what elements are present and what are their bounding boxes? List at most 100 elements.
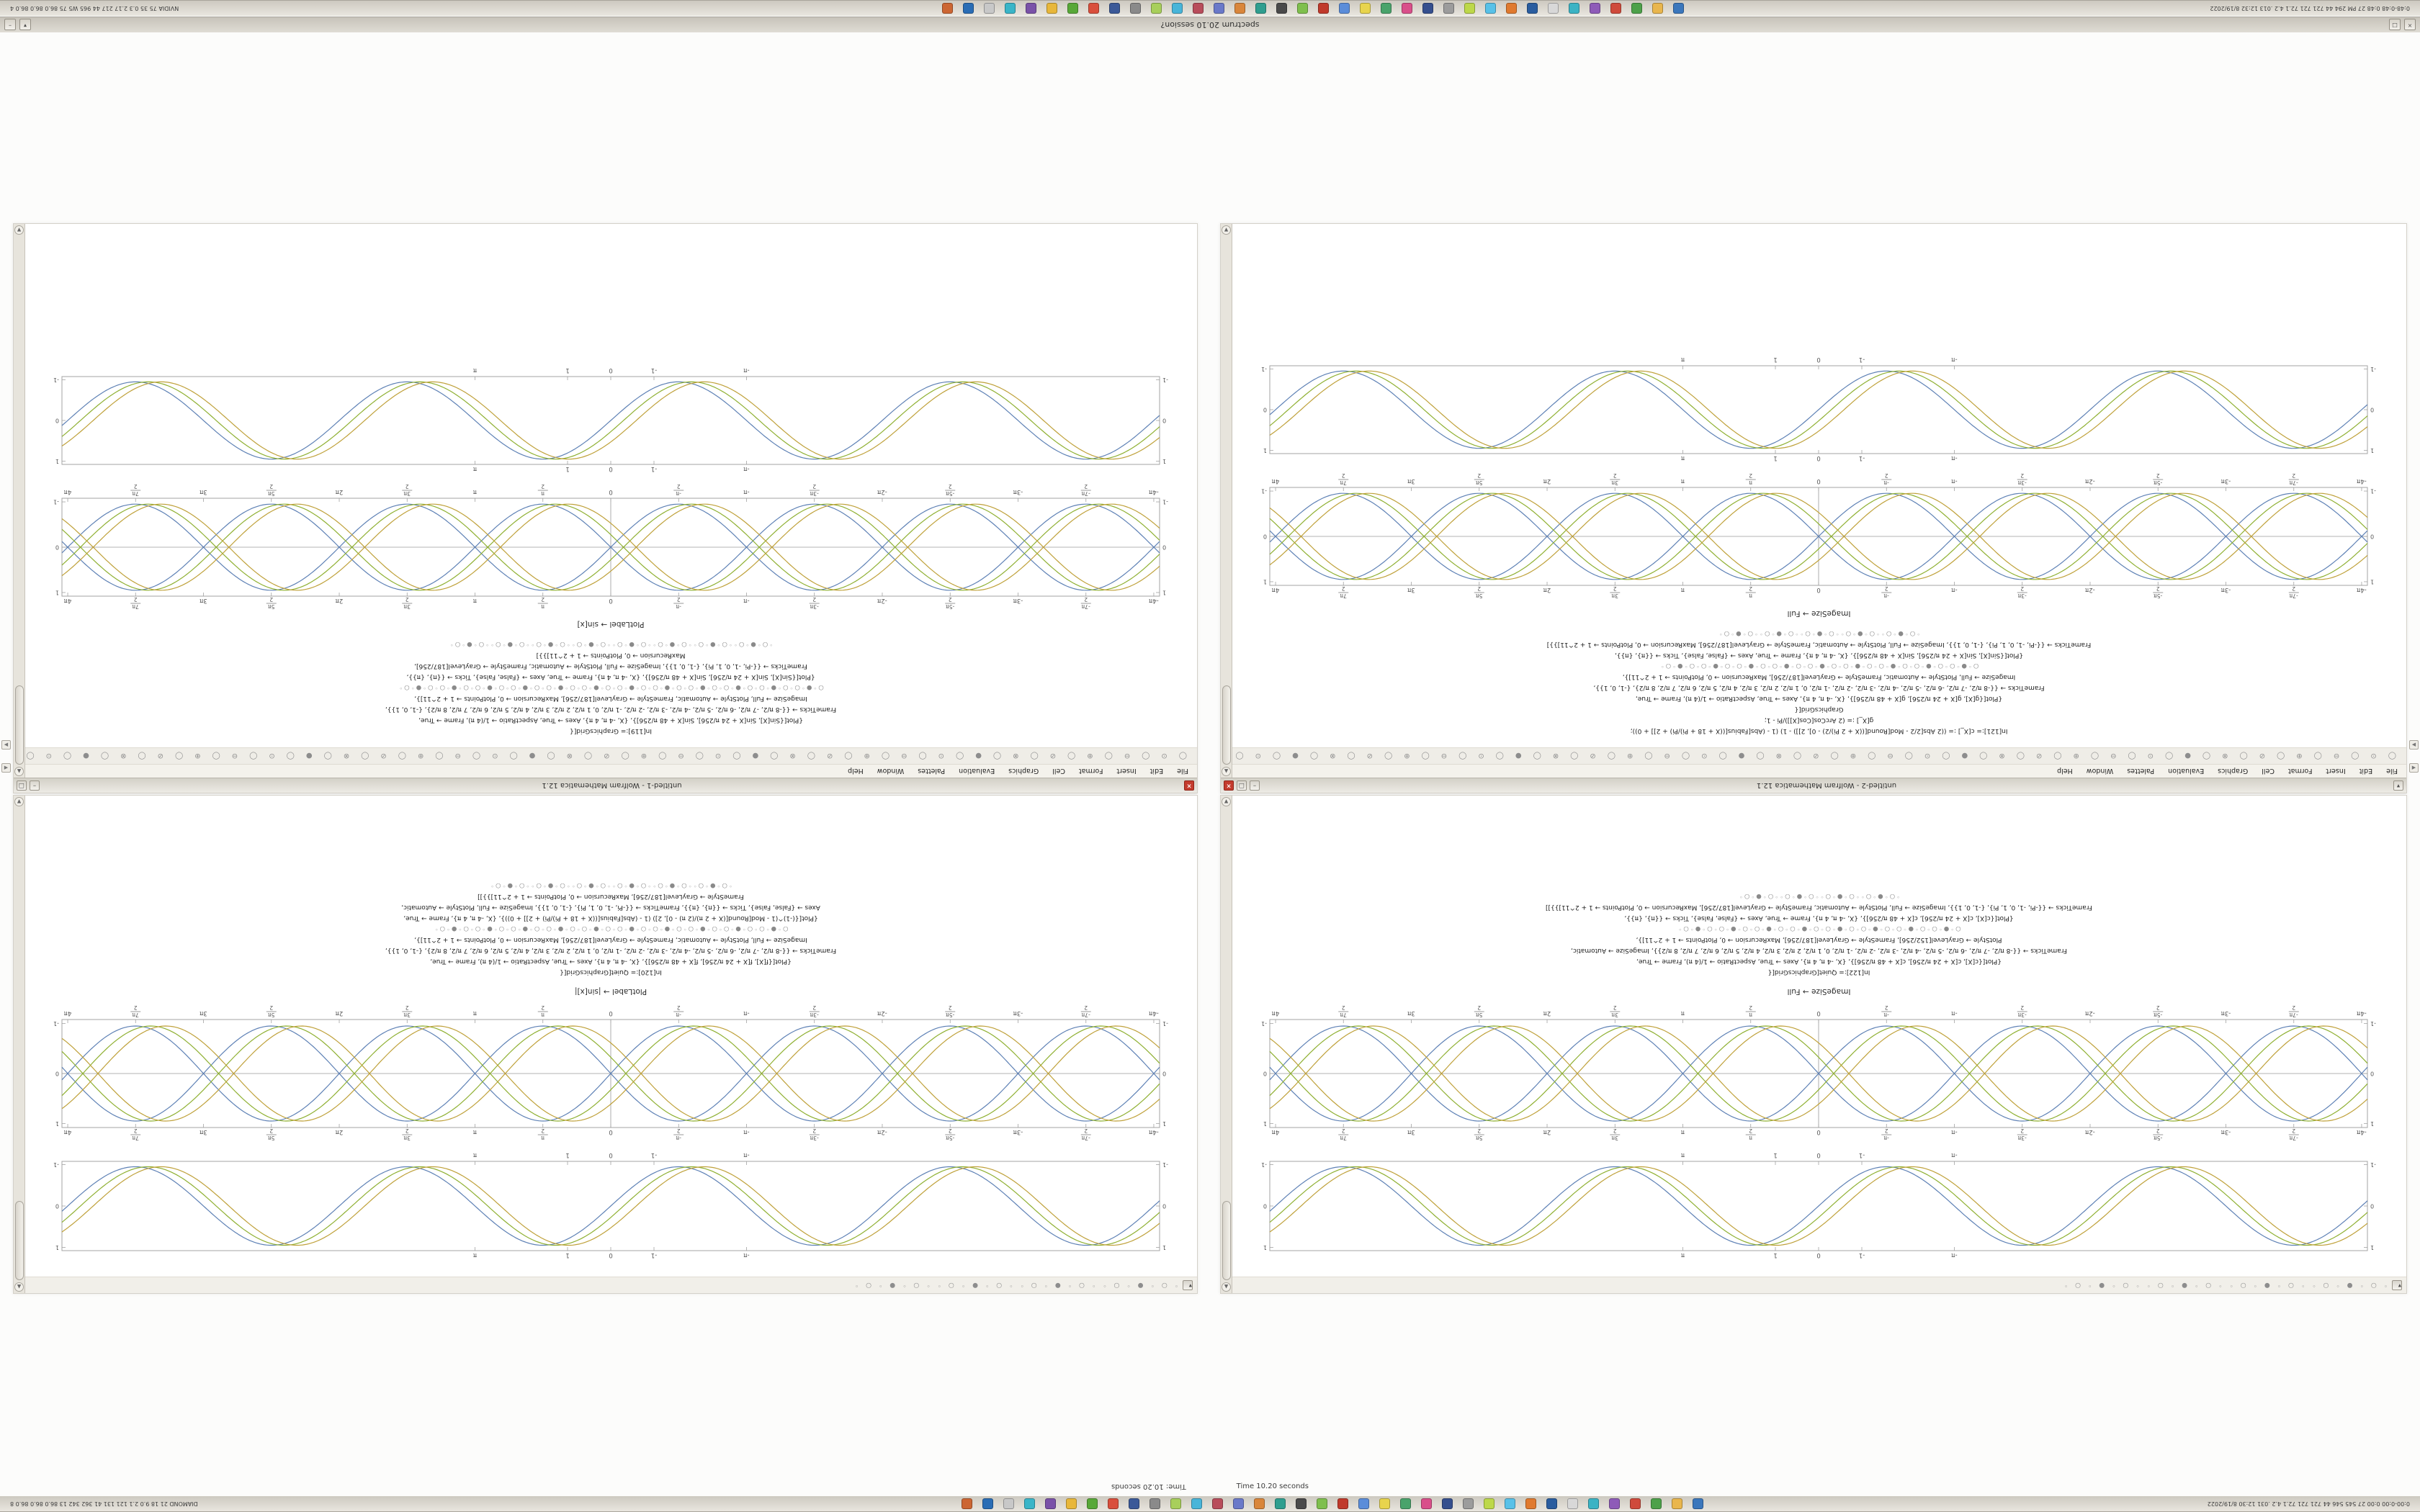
tray-icon[interactable] bbox=[1546, 1498, 1557, 1509]
tray-icon[interactable] bbox=[1107, 1498, 1119, 1509]
tray-icon[interactable] bbox=[1151, 3, 1162, 14]
tray-icon[interactable] bbox=[1422, 3, 1434, 14]
tray-icon[interactable] bbox=[942, 3, 954, 14]
close-icon[interactable]: × bbox=[1224, 780, 1234, 791]
tray-icon[interactable] bbox=[1464, 3, 1476, 14]
tray-icon[interactable] bbox=[1044, 1498, 1056, 1509]
scrollbar-thumb[interactable] bbox=[1222, 685, 1231, 765]
menu-insert[interactable]: Insert bbox=[2326, 767, 2346, 775]
tray-icon[interactable] bbox=[1443, 3, 1455, 14]
vertical-scrollbar[interactable]: ▲ ▼ bbox=[14, 796, 25, 1293]
window-chrome-strip[interactable]: ▾ ◦○◦●◦○◦◦○◦●◦○◦◦○◦●◦○◦◦○◦●◦○◦ bbox=[1221, 1277, 2406, 1293]
tray-icon[interactable] bbox=[1318, 3, 1330, 14]
tray-icon[interactable] bbox=[1381, 3, 1392, 14]
menu-format[interactable]: Format bbox=[1078, 767, 1103, 775]
tray-icon[interactable] bbox=[1671, 1498, 1682, 1509]
tray-icon[interactable] bbox=[1255, 3, 1267, 14]
menu-window[interactable]: Window bbox=[2086, 767, 2114, 775]
tray-icon[interactable] bbox=[1590, 3, 1601, 14]
menu-insert[interactable]: Insert bbox=[1116, 767, 1137, 775]
tray-icon[interactable] bbox=[1420, 1498, 1432, 1509]
menu-file[interactable]: File bbox=[2386, 767, 2398, 775]
scroll-left-icon[interactable]: ◀ bbox=[2409, 740, 2419, 750]
tray-icon[interactable] bbox=[1109, 3, 1121, 14]
tray-icon[interactable] bbox=[1172, 3, 1183, 14]
maximize-icon[interactable]: □ bbox=[1237, 780, 1247, 791]
window-titlebar[interactable]: × untitled-1 - Wolfram Mathematica 12.1 … bbox=[14, 778, 1197, 793]
tray-icon[interactable] bbox=[1485, 3, 1497, 14]
tray-icon[interactable] bbox=[1149, 1498, 1160, 1509]
tray-icon[interactable] bbox=[1128, 1498, 1139, 1509]
menu-graphics[interactable]: Graphics bbox=[1008, 767, 1039, 775]
tray-icon[interactable] bbox=[1065, 1498, 1077, 1509]
window-menu-icon[interactable]: ▾ bbox=[1181, 1280, 1193, 1290]
code-cell[interactable]: In[119]:= GraphicsGrid[{{Plot[{Sin[X], S… bbox=[43, 634, 1178, 740]
tray-icon[interactable] bbox=[1047, 3, 1058, 14]
tray-icon[interactable] bbox=[1274, 1498, 1286, 1509]
toolbar[interactable]: ◯⊙◯⊖◯⊕◯⊘◯⊗◯●◯⊙◯⊖◯⊕◯⊘◯⊗◯●◯⊙◯⊖◯⊕◯⊘◯⊗◯●◯⊙◯⊖… bbox=[14, 747, 1197, 764]
tray-icon[interactable] bbox=[1067, 3, 1079, 14]
tray-icon[interactable] bbox=[1399, 1498, 1411, 1509]
scroll-down-icon[interactable]: ▼ bbox=[14, 797, 24, 806]
session-close-button[interactable]: × bbox=[2404, 19, 2416, 31]
maximize-icon[interactable]: □ bbox=[17, 780, 27, 791]
menu-help[interactable]: Help bbox=[848, 767, 864, 775]
scrollbar-thumb[interactable] bbox=[1222, 1201, 1231, 1280]
tray-icon[interactable] bbox=[1631, 3, 1643, 14]
scroll-down-icon[interactable]: ▼ bbox=[14, 225, 24, 235]
menu-help[interactable]: Help bbox=[2057, 767, 2073, 775]
tray-icon[interactable] bbox=[1527, 3, 1538, 14]
tray-icon[interactable] bbox=[1548, 3, 1559, 14]
tray-icon[interactable] bbox=[1504, 1498, 1515, 1509]
scroll-left-icon[interactable]: ◀ bbox=[1, 740, 11, 750]
menu-evaluation[interactable]: Evaluation bbox=[959, 767, 995, 775]
tray-icon[interactable] bbox=[1339, 3, 1350, 14]
tray-icon[interactable] bbox=[963, 3, 974, 14]
taskbar-bottom[interactable]: 0:00-0:00 0:00 27 545 546 44 721 721 72.… bbox=[0, 1496, 2420, 1512]
window-titlebar[interactable]: ▾ untitled-2 - Wolfram Mathematica 12.1 … bbox=[1221, 778, 2406, 793]
session-menu-button[interactable]: ▾ bbox=[19, 19, 31, 31]
tray-icon[interactable] bbox=[1295, 1498, 1307, 1509]
tray-icon[interactable] bbox=[1610, 3, 1622, 14]
tray-icon[interactable] bbox=[1337, 1498, 1348, 1509]
tray-icon[interactable] bbox=[1379, 1498, 1390, 1509]
menu-cell[interactable]: Cell bbox=[1052, 767, 1065, 775]
tray-icon[interactable] bbox=[1673, 3, 1685, 14]
vertical-scrollbar[interactable]: ▲ ▼ bbox=[1221, 796, 1232, 1293]
scroll-right-icon[interactable]: ▶ bbox=[2409, 763, 2419, 773]
tray-icon[interactable] bbox=[1483, 1498, 1494, 1509]
scroll-right-icon[interactable]: ▶ bbox=[1, 763, 11, 773]
session-minimize-button[interactable]: – bbox=[4, 19, 16, 31]
vertical-scrollbar[interactable]: ▲ ▼ bbox=[14, 224, 25, 778]
code-cell[interactable]: In[120]:= Quiet[GraphicsGrid[{{Plot[{f[X… bbox=[43, 876, 1178, 981]
minimize-icon[interactable]: – bbox=[30, 780, 40, 791]
tray-icon[interactable] bbox=[1170, 1498, 1181, 1509]
tray-icon[interactable] bbox=[984, 3, 995, 14]
tray-icon[interactable] bbox=[1193, 3, 1204, 14]
menu-format[interactable]: Format bbox=[2287, 767, 2313, 775]
tray-icon[interactable] bbox=[1003, 1498, 1014, 1509]
session-titlebar[interactable]: × □ spectrum 20.10 session? ▾ – bbox=[0, 17, 2420, 32]
tray-icon[interactable] bbox=[1276, 3, 1288, 14]
tray-icon[interactable] bbox=[982, 1498, 993, 1509]
scroll-up-icon[interactable]: ▲ bbox=[1222, 767, 1231, 776]
tray-icon[interactable] bbox=[1650, 1498, 1662, 1509]
menu-graphics[interactable]: Graphics bbox=[2218, 767, 2249, 775]
window-menu-icon[interactable]: ▾ bbox=[2390, 1280, 2402, 1290]
tray-icon[interactable] bbox=[1569, 3, 1580, 14]
tray-icon[interactable] bbox=[1587, 1498, 1599, 1509]
menu-edit[interactable]: Edit bbox=[2359, 767, 2373, 775]
tray-icon[interactable] bbox=[1525, 1498, 1536, 1509]
tray-icon[interactable] bbox=[1608, 1498, 1620, 1509]
minimize-icon[interactable]: – bbox=[1250, 780, 1260, 791]
vertical-scrollbar[interactable]: ▲ ▼ bbox=[1221, 224, 1232, 778]
tray-icon[interactable] bbox=[1297, 3, 1309, 14]
tray-icon[interactable] bbox=[1086, 1498, 1098, 1509]
tray-icon[interactable] bbox=[961, 1498, 972, 1509]
tray-icon[interactable] bbox=[1191, 1498, 1202, 1509]
tray-icon[interactable] bbox=[1402, 3, 1413, 14]
session-maximize-button[interactable]: □ bbox=[2389, 19, 2401, 31]
scrollbar-thumb[interactable] bbox=[15, 685, 24, 765]
window-chrome-strip[interactable]: ▾ ◦○◦●◦○◦◦○◦●◦○◦◦○◦●◦○◦◦○◦●◦○◦ bbox=[14, 1277, 1197, 1293]
menu-palettes[interactable]: Palettes bbox=[2127, 767, 2155, 775]
